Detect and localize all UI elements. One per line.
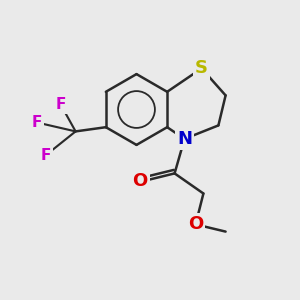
Text: O: O [188,215,203,233]
Text: O: O [133,172,148,190]
Text: N: N [177,130,192,148]
Text: F: F [40,148,51,163]
Text: F: F [32,115,42,130]
Text: S: S [195,59,208,77]
Text: F: F [56,97,66,112]
